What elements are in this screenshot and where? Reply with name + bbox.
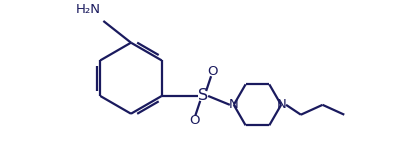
Text: O: O [189, 114, 199, 127]
Text: S: S [198, 89, 208, 104]
Text: N: N [276, 98, 286, 111]
Text: O: O [207, 65, 217, 78]
Text: N: N [229, 98, 239, 111]
Text: H₂N: H₂N [75, 3, 101, 16]
